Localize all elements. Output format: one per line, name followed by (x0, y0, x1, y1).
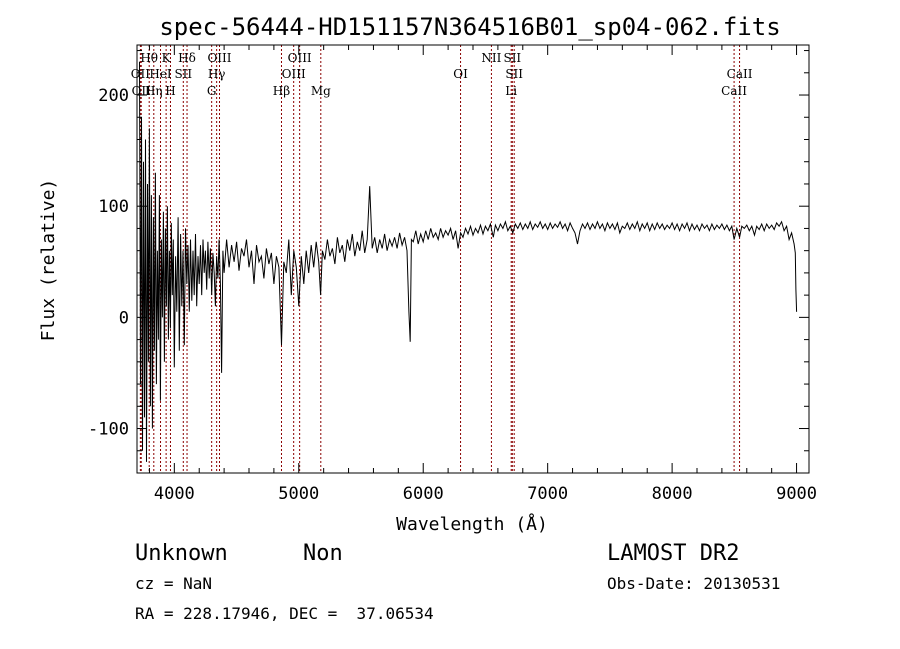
emission-line-label: OI (453, 67, 468, 81)
emission-line-label: OII (132, 84, 152, 98)
emission-line-markers (139, 45, 741, 473)
coordinates: RA = 228.17946, DEC = 37.06534 (135, 604, 434, 623)
redshift-value: cz = NaN (135, 574, 212, 593)
x-tick-label: 5000 (278, 484, 319, 504)
emission-line-label: OIII (288, 51, 312, 65)
emission-line-label: H (165, 84, 175, 98)
x-tick-label: 8000 (652, 484, 693, 504)
x-tick-label: 6000 (403, 484, 444, 504)
emission-line-label: Hγ (208, 67, 226, 81)
y-axis-label: Flux (relative) (38, 179, 59, 342)
y-axis: -100 0 100 200 (88, 50, 809, 474)
emission-line-label: SII (503, 51, 521, 65)
emission-line-label: Mg (311, 84, 331, 98)
emission-line-label: OII (131, 67, 151, 81)
emission-line-label: CaII (727, 67, 753, 81)
x-axis-label: Wavelength (Å) (396, 513, 548, 535)
emission-line-label: OIII (207, 51, 231, 65)
chart-title: spec-56444-HD151157N364516B01_sp04-062.f… (159, 13, 780, 41)
y-tick-label: -100 (88, 420, 129, 440)
emission-line-label: Hβ (273, 84, 290, 98)
emission-line-labels: OII OII Hθ Hη HeI K H SII Hδ G Hγ OIII Hβ OIII OIII Mg O… (131, 51, 753, 98)
spectrum-line (139, 61, 798, 462)
object-class: Unknown (135, 541, 228, 566)
object-subclass: Non (303, 541, 343, 566)
emission-line-label: OIII (282, 67, 306, 81)
x-tick-label: 7000 (527, 484, 568, 504)
x-axis: 4000 5000 6000 7000 8000 9000 (148, 45, 817, 504)
y-tick-label: 100 (98, 197, 129, 217)
survey-name: LAMOST DR2 (607, 541, 739, 566)
emission-line-label: Hδ (178, 51, 196, 65)
emission-line-label: HeI (149, 67, 172, 81)
emission-line-label: G (207, 84, 217, 98)
y-tick-label: 200 (98, 86, 129, 106)
emission-line-label: K (162, 51, 172, 65)
emission-line-label: SII (505, 67, 523, 81)
emission-line-label: Hη (145, 84, 163, 98)
emission-line-label: Li (505, 84, 517, 98)
emission-line-label: NII (481, 51, 501, 65)
emission-line-label: Hθ (140, 51, 158, 65)
x-tick-label: 9000 (776, 484, 817, 504)
emission-line-label: SII (174, 67, 192, 81)
y-tick-label: 0 (119, 308, 129, 328)
x-tick-label: 4000 (154, 484, 195, 504)
emission-line-label: CaII (721, 84, 747, 98)
obs-date: Obs-Date: 20130531 (607, 574, 780, 593)
